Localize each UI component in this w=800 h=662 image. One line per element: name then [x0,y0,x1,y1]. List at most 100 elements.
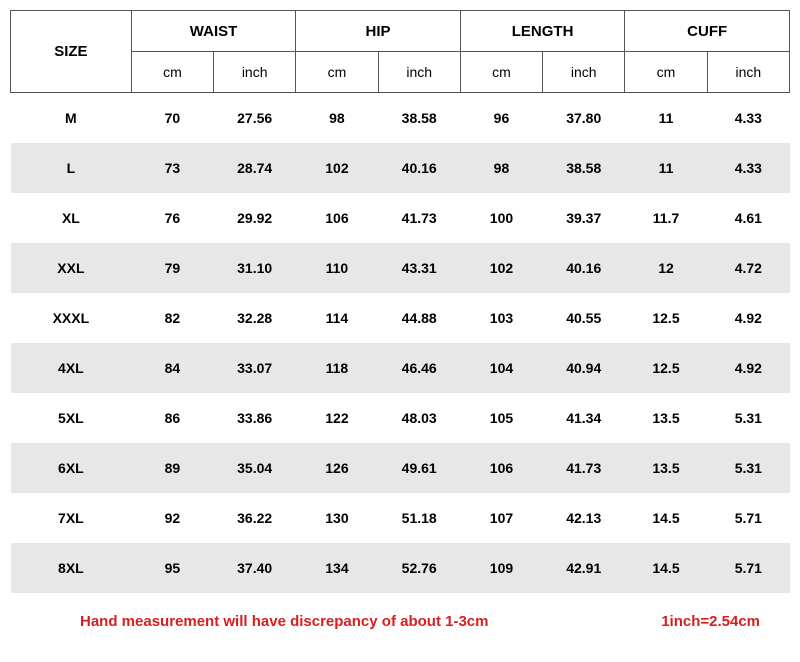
data-cell: 41.73 [543,443,625,493]
data-cell: 118 [296,343,378,393]
data-cell: 37.40 [214,543,296,593]
size-cell: 8XL [11,543,132,593]
header-row-groups: SIZE WAIST HIP LENGTH CUFF [11,11,790,52]
size-cell: 5XL [11,393,132,443]
data-cell: 11 [625,93,707,144]
footer-conversion: 1inch=2.54cm [661,613,760,630]
data-cell: 40.55 [543,293,625,343]
header-hip: HIP [296,11,461,52]
data-cell: 104 [460,343,542,393]
header-size: SIZE [11,11,132,93]
header-waist: WAIST [131,11,296,52]
table-row: XXL7931.1011043.3110240.16124.72 [11,243,790,293]
header-length: LENGTH [460,11,625,52]
data-cell: 100 [460,193,542,243]
data-cell: 11.7 [625,193,707,243]
data-cell: 38.58 [543,143,625,193]
data-cell: 46.46 [378,343,460,393]
data-cell: 28.74 [214,143,296,193]
data-cell: 4.92 [707,293,789,343]
data-cell: 12.5 [625,343,707,393]
data-cell: 79 [131,243,213,293]
data-cell: 4.33 [707,143,789,193]
data-cell: 37.80 [543,93,625,144]
header-length-inch: inch [543,52,625,93]
size-cell: XL [11,193,132,243]
data-cell: 13.5 [625,443,707,493]
table-row: 6XL8935.0412649.6110641.7313.55.31 [11,443,790,493]
data-cell: 73 [131,143,213,193]
size-cell: 7XL [11,493,132,543]
data-cell: 11 [625,143,707,193]
table-row: M7027.569838.589637.80114.33 [11,93,790,144]
table-row: XXXL8232.2811444.8810340.5512.54.92 [11,293,790,343]
size-chart-table: SIZE WAIST HIP LENGTH CUFF cm inch cm in… [10,10,790,593]
data-cell: 5.71 [707,493,789,543]
data-cell: 32.28 [214,293,296,343]
header-waist-cm: cm [131,52,213,93]
table-row: L7328.7410240.169838.58114.33 [11,143,790,193]
data-cell: 48.03 [378,393,460,443]
data-cell: 4.33 [707,93,789,144]
data-cell: 102 [296,143,378,193]
table-row: XL7629.9210641.7310039.3711.74.61 [11,193,790,243]
data-cell: 14.5 [625,543,707,593]
header-cuff: CUFF [625,11,790,52]
data-cell: 4.72 [707,243,789,293]
header-waist-inch: inch [214,52,296,93]
table-body: M7027.569838.589637.80114.33L7328.741024… [11,93,790,594]
data-cell: 92 [131,493,213,543]
data-cell: 42.91 [543,543,625,593]
data-cell: 12 [625,243,707,293]
data-cell: 109 [460,543,542,593]
data-cell: 84 [131,343,213,393]
table-head: SIZE WAIST HIP LENGTH CUFF cm inch cm in… [11,11,790,93]
data-cell: 44.88 [378,293,460,343]
data-cell: 41.34 [543,393,625,443]
data-cell: 42.13 [543,493,625,543]
size-cell: M [11,93,132,144]
data-cell: 33.86 [214,393,296,443]
data-cell: 13.5 [625,393,707,443]
data-cell: 95 [131,543,213,593]
data-cell: 40.16 [543,243,625,293]
header-hip-cm: cm [296,52,378,93]
data-cell: 52.76 [378,543,460,593]
data-cell: 41.73 [378,193,460,243]
header-hip-inch: inch [378,52,460,93]
data-cell: 126 [296,443,378,493]
data-cell: 102 [460,243,542,293]
data-cell: 134 [296,543,378,593]
data-cell: 38.58 [378,93,460,144]
data-cell: 31.10 [214,243,296,293]
data-cell: 130 [296,493,378,543]
data-cell: 4.92 [707,343,789,393]
data-cell: 86 [131,393,213,443]
data-cell: 5.71 [707,543,789,593]
data-cell: 70 [131,93,213,144]
table-row: 7XL9236.2213051.1810742.1314.55.71 [11,493,790,543]
data-cell: 36.22 [214,493,296,543]
data-cell: 40.16 [378,143,460,193]
data-cell: 4.61 [707,193,789,243]
footer-note: Hand measurement will have discrepancy o… [80,613,488,630]
size-cell: 6XL [11,443,132,493]
data-cell: 96 [460,93,542,144]
data-cell: 98 [296,93,378,144]
data-cell: 103 [460,293,542,343]
data-cell: 105 [460,393,542,443]
data-cell: 14.5 [625,493,707,543]
size-cell: XXL [11,243,132,293]
data-cell: 43.31 [378,243,460,293]
data-cell: 114 [296,293,378,343]
data-cell: 76 [131,193,213,243]
header-cuff-inch: inch [707,52,789,93]
data-cell: 98 [460,143,542,193]
data-cell: 110 [296,243,378,293]
data-cell: 89 [131,443,213,493]
size-cell: L [11,143,132,193]
header-length-cm: cm [460,52,542,93]
data-cell: 5.31 [707,443,789,493]
data-cell: 49.61 [378,443,460,493]
data-cell: 33.07 [214,343,296,393]
